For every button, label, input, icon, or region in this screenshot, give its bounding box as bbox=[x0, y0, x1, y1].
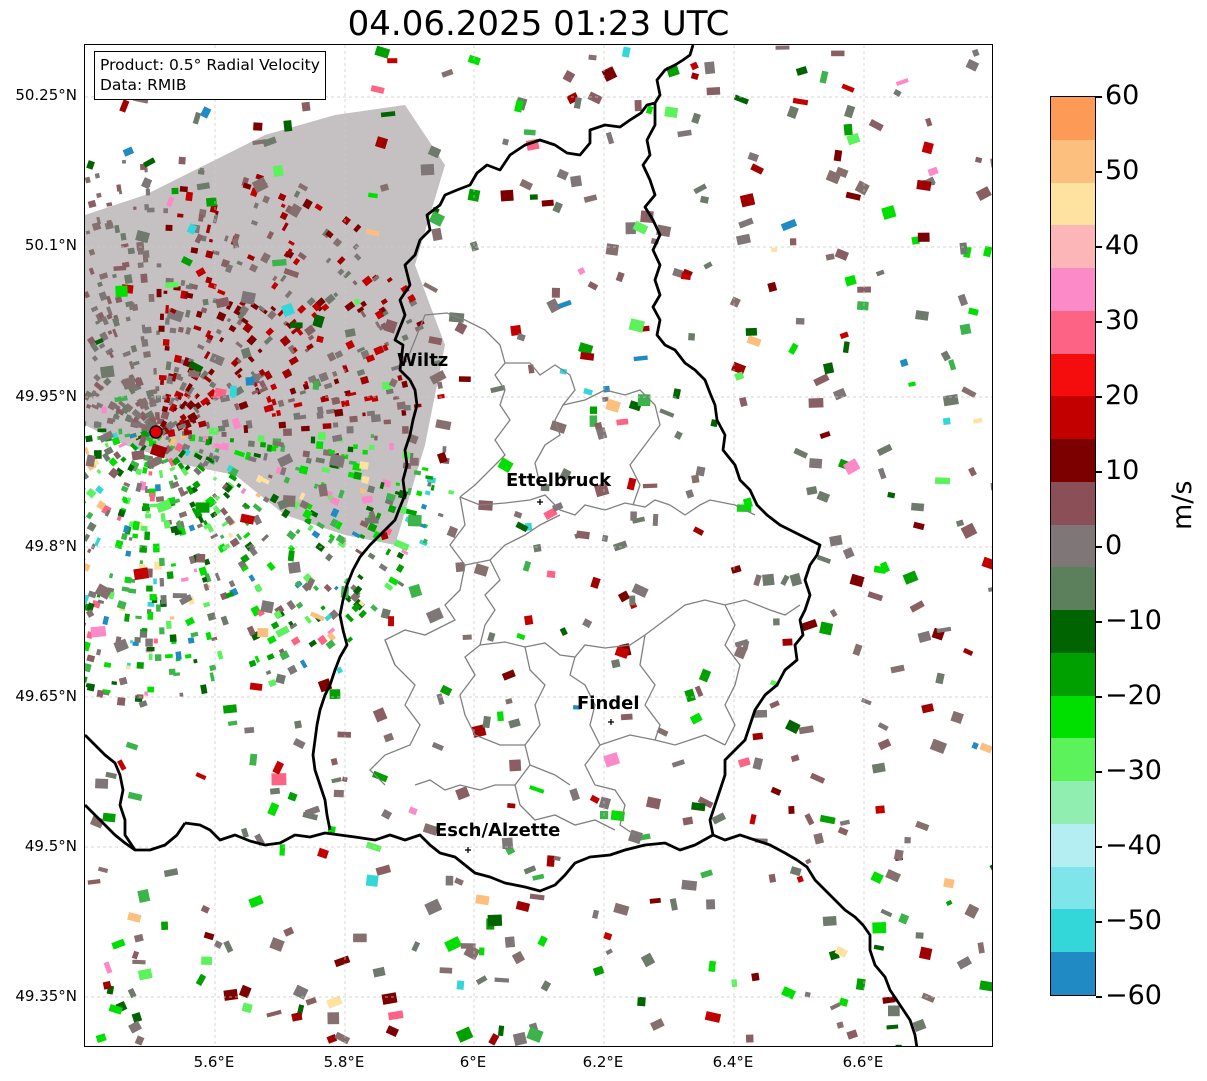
colorbar-tick-label: 50 bbox=[1105, 155, 1140, 186]
colorbar-swatch bbox=[1051, 225, 1095, 270]
colorbar-tick-mark bbox=[1096, 771, 1102, 773]
map-canvas bbox=[85, 45, 992, 1046]
city-label-esch-alzette: Esch/Alzette bbox=[435, 820, 561, 841]
colorbar-swatch bbox=[1051, 866, 1095, 911]
colorbar-tick-label: −30 bbox=[1105, 755, 1162, 786]
colorbar-swatch bbox=[1051, 652, 1095, 697]
velocity-echoes bbox=[85, 45, 992, 1046]
colorbar-tick-mark bbox=[1096, 621, 1102, 623]
data-source-line: Data: RMIB bbox=[100, 76, 187, 94]
colorbar-tick-mark bbox=[1096, 546, 1102, 548]
colorbar-tick-mark bbox=[1096, 396, 1102, 398]
colorbar-swatch bbox=[1051, 781, 1095, 825]
velocity-colorbar bbox=[1050, 96, 1096, 996]
colorbar-tick-label: 20 bbox=[1105, 380, 1140, 411]
lat-label: 49.5°N bbox=[24, 837, 77, 855]
colorbar-swatch bbox=[1051, 738, 1095, 783]
colorbar-swatch bbox=[1051, 268, 1095, 312]
lat-label: 50.25°N bbox=[15, 86, 77, 104]
city-label-wiltz: Wiltz bbox=[397, 350, 449, 371]
colorbar-unit-label: m/s bbox=[1167, 480, 1198, 530]
lat-label: 49.95°N bbox=[15, 387, 77, 405]
gridlines bbox=[85, 45, 992, 1046]
lon-label: 5.6°E bbox=[193, 1053, 235, 1071]
lon-label: 6.6°E bbox=[842, 1053, 884, 1071]
colorbar-swatch bbox=[1051, 610, 1095, 654]
colorbar-tick-label: 30 bbox=[1105, 305, 1140, 336]
colorbar-swatch bbox=[1051, 952, 1095, 995]
colorbar-swatch bbox=[1051, 310, 1095, 355]
colorbar-swatch bbox=[1051, 396, 1095, 441]
colorbar-tick-mark bbox=[1096, 171, 1102, 173]
country-borders bbox=[85, 45, 919, 1046]
colorbar-tick-mark bbox=[1096, 846, 1102, 848]
colorbar-swatch bbox=[1051, 353, 1095, 398]
colorbar-swatch bbox=[1051, 567, 1095, 612]
lat-label: 49.8°N bbox=[24, 537, 77, 555]
colorbar-tick-mark bbox=[1096, 996, 1102, 998]
product-info-box: Product: 0.5° Radial Velocity Data: RMIB bbox=[94, 51, 326, 100]
lat-label: 49.35°N bbox=[15, 987, 77, 1005]
colorbar-swatch bbox=[1051, 97, 1095, 141]
colorbar-tick-mark bbox=[1096, 321, 1102, 323]
colorbar-tick-mark bbox=[1096, 96, 1102, 98]
map-title: 04.06.2025 01:23 UTC bbox=[347, 4, 730, 44]
colorbar-tick-mark bbox=[1096, 471, 1102, 473]
product-line: Product: 0.5° Radial Velocity bbox=[100, 56, 320, 74]
colorbar-tick-label: 0 bbox=[1105, 530, 1123, 561]
colorbar-tick-label: −50 bbox=[1105, 905, 1162, 936]
colorbar-swatch bbox=[1051, 139, 1095, 184]
lon-label: 6°E bbox=[459, 1053, 487, 1071]
colorbar-tick-label: −10 bbox=[1105, 605, 1162, 636]
lon-label: 5.8°E bbox=[323, 1053, 365, 1071]
lon-label: 6.2°E bbox=[582, 1053, 624, 1071]
colorbar-tick-mark bbox=[1096, 696, 1102, 698]
colorbar-tick-label: −40 bbox=[1105, 830, 1162, 861]
colorbar-tick-label: 10 bbox=[1105, 455, 1140, 486]
colorbar-swatch bbox=[1051, 823, 1095, 868]
city-markers bbox=[465, 499, 614, 853]
colorbar-tick-label: −60 bbox=[1105, 980, 1162, 1011]
colorbar-tick-label: 40 bbox=[1105, 230, 1140, 261]
city-label-findel: Findel bbox=[577, 693, 640, 714]
colorbar-swatch bbox=[1051, 524, 1095, 569]
lat-label: 49.65°N bbox=[15, 687, 77, 705]
colorbar-swatch bbox=[1051, 182, 1095, 227]
colorbar-tick-label: 60 bbox=[1105, 80, 1140, 111]
lon-label: 6.4°E bbox=[712, 1053, 754, 1071]
radar-map[interactable] bbox=[84, 44, 993, 1047]
colorbar-tick-label: −20 bbox=[1105, 680, 1162, 711]
radar-site-marker[interactable] bbox=[149, 425, 163, 439]
city-label-ettelbruck: Ettelbruck bbox=[506, 470, 612, 491]
canton-borders bbox=[369, 312, 801, 836]
colorbar-tick-mark bbox=[1096, 246, 1102, 248]
colorbar-swatch bbox=[1051, 909, 1095, 954]
colorbar-swatch bbox=[1051, 695, 1095, 740]
lat-label: 50.1°N bbox=[24, 236, 77, 254]
colorbar-tick-mark bbox=[1096, 921, 1102, 923]
colorbar-swatch bbox=[1051, 481, 1095, 526]
colorbar-swatch bbox=[1051, 439, 1095, 483]
